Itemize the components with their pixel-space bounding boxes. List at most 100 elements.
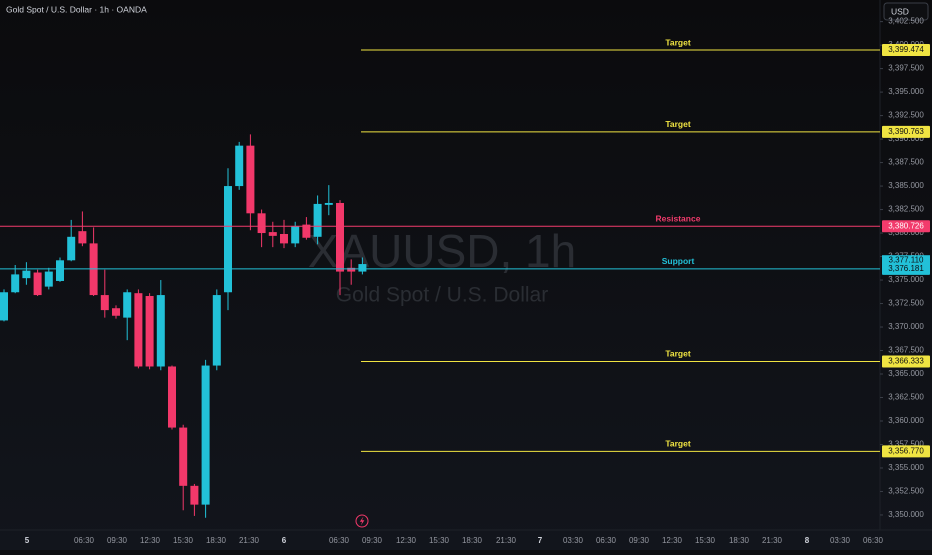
- y-tick-label: 3,395.000: [888, 87, 924, 96]
- chart-title: Gold Spot / U.S. Dollar · 1h · OANDA: [6, 4, 147, 14]
- candle-body: [168, 366, 176, 428]
- x-tick-label: 5: [25, 536, 30, 545]
- x-tick-label: 7: [538, 536, 543, 545]
- y-tick-label: 3,380.000: [888, 228, 924, 237]
- flash-icon[interactable]: [355, 514, 369, 528]
- x-tick-label: 09:30: [362, 536, 383, 545]
- candle-body: [212, 295, 221, 366]
- candle-body: [268, 232, 277, 236]
- x-tick-label: 12:30: [662, 536, 683, 545]
- candle-body: [280, 233, 288, 244]
- candle-body: [78, 231, 87, 244]
- currency-button[interactable]: [883, 2, 929, 21]
- x-tick-label: 06:30: [329, 536, 350, 545]
- level-label: Support: [662, 256, 695, 266]
- candle-body: [179, 427, 188, 486]
- x-tick-label: 06:30: [596, 536, 617, 545]
- level-price-label: 3,376.181: [888, 264, 924, 273]
- x-tick-label: 21:30: [762, 536, 783, 545]
- level-price-label: 3,366.333: [888, 357, 924, 366]
- y-tick-label: 3,382.500: [888, 205, 924, 214]
- x-tick-label: 03:30: [563, 536, 584, 545]
- y-tick-label: 3,372.500: [888, 299, 924, 308]
- level-price-label: 3,390.763: [888, 127, 924, 136]
- y-tick-label: 3,392.500: [888, 111, 924, 120]
- x-tick-label: 09:30: [629, 536, 650, 545]
- level-label: Target: [665, 349, 691, 359]
- candle-body: [201, 365, 210, 505]
- level-price-tag: [882, 44, 930, 57]
- candle-body: [0, 292, 8, 321]
- level-label: Target: [665, 119, 691, 129]
- candle-body: [145, 296, 154, 367]
- candles: [0, 134, 367, 518]
- y-tick-label: 3,355.000: [888, 463, 924, 472]
- level-label: Resistance: [656, 213, 701, 223]
- y-tick-label: 3,352.500: [888, 487, 924, 496]
- candle-body: [336, 202, 344, 272]
- y-tick-label: 3,357.500: [888, 440, 924, 449]
- x-tick-label: 03:30: [830, 536, 851, 545]
- x-tick-label: 15:30: [429, 536, 450, 545]
- level-price-label: 3,399.474: [888, 45, 924, 54]
- x-tick-label: 18:30: [729, 536, 750, 545]
- x-tick-label: 21:30: [239, 536, 260, 545]
- candle-body: [156, 295, 165, 367]
- candle-body: [347, 267, 356, 272]
- x-tick-label: 06:30: [863, 536, 884, 545]
- x-tick-label: 06:30: [74, 536, 95, 545]
- candle-body: [134, 293, 143, 367]
- candle-body: [22, 270, 31, 279]
- level-price-tag: [882, 262, 930, 275]
- candle-body: [190, 485, 199, 505]
- candle-body: [67, 236, 76, 261]
- candle-body: [224, 186, 232, 293]
- y-tick-label: 3,387.500: [888, 158, 924, 167]
- x-tick-label: 15:30: [695, 536, 716, 545]
- x-tick-label: 8: [805, 536, 810, 545]
- level-price-label: 3,356.770: [888, 446, 924, 455]
- watermark-description: Gold Spot / U.S. Dollar: [336, 284, 548, 307]
- x-tick-label: 18:30: [206, 536, 227, 545]
- y-tick-label: 3,362.500: [888, 393, 924, 402]
- level-price-tag: [882, 220, 930, 233]
- x-tick-label: 21:30: [496, 536, 517, 545]
- y-tick-label: 3,402.500: [888, 17, 924, 26]
- y-tick-label: 3,370.000: [888, 322, 924, 331]
- level-label: Target: [665, 37, 691, 47]
- candle-body: [33, 272, 42, 296]
- candle-body: [257, 213, 266, 234]
- y-tick-label: 3,365.000: [888, 369, 924, 378]
- x-tick-label: 6: [282, 536, 287, 545]
- candle-body: [302, 224, 311, 238]
- level-label: Target: [665, 439, 691, 449]
- candle-body: [358, 264, 367, 272]
- y-tick-label: 3,390.000: [888, 134, 924, 143]
- x-tick-label: 12:30: [396, 536, 417, 545]
- candle-body: [44, 271, 53, 287]
- candle-body: [11, 274, 20, 293]
- y-tick-label: 3,367.500: [888, 346, 924, 355]
- x-tick-label: 12:30: [140, 536, 161, 545]
- x-tick-label: 15:30: [173, 536, 194, 545]
- candle-body: [56, 260, 64, 281]
- y-tick-label: 3,375.000: [888, 275, 924, 284]
- candle-body: [291, 226, 300, 244]
- y-tick-label: 3,360.000: [888, 416, 924, 425]
- candle-body: [313, 203, 322, 237]
- candle-body: [324, 202, 333, 205]
- level-price-tag: [882, 445, 930, 458]
- x-tick-label: 09:30: [107, 536, 128, 545]
- candle-body: [100, 295, 109, 311]
- level-price-tag: [882, 125, 930, 138]
- y-tick-label: 3,397.500: [888, 64, 924, 73]
- current-price-label: 3,377.110: [889, 255, 925, 264]
- level-price-tag: [882, 355, 930, 368]
- candle-body: [123, 292, 132, 318]
- candle-body: [246, 145, 255, 214]
- candle-body: [235, 145, 244, 187]
- level-price-label: 3,380.726: [888, 221, 924, 230]
- currency-label[interactable]: USD: [891, 6, 909, 16]
